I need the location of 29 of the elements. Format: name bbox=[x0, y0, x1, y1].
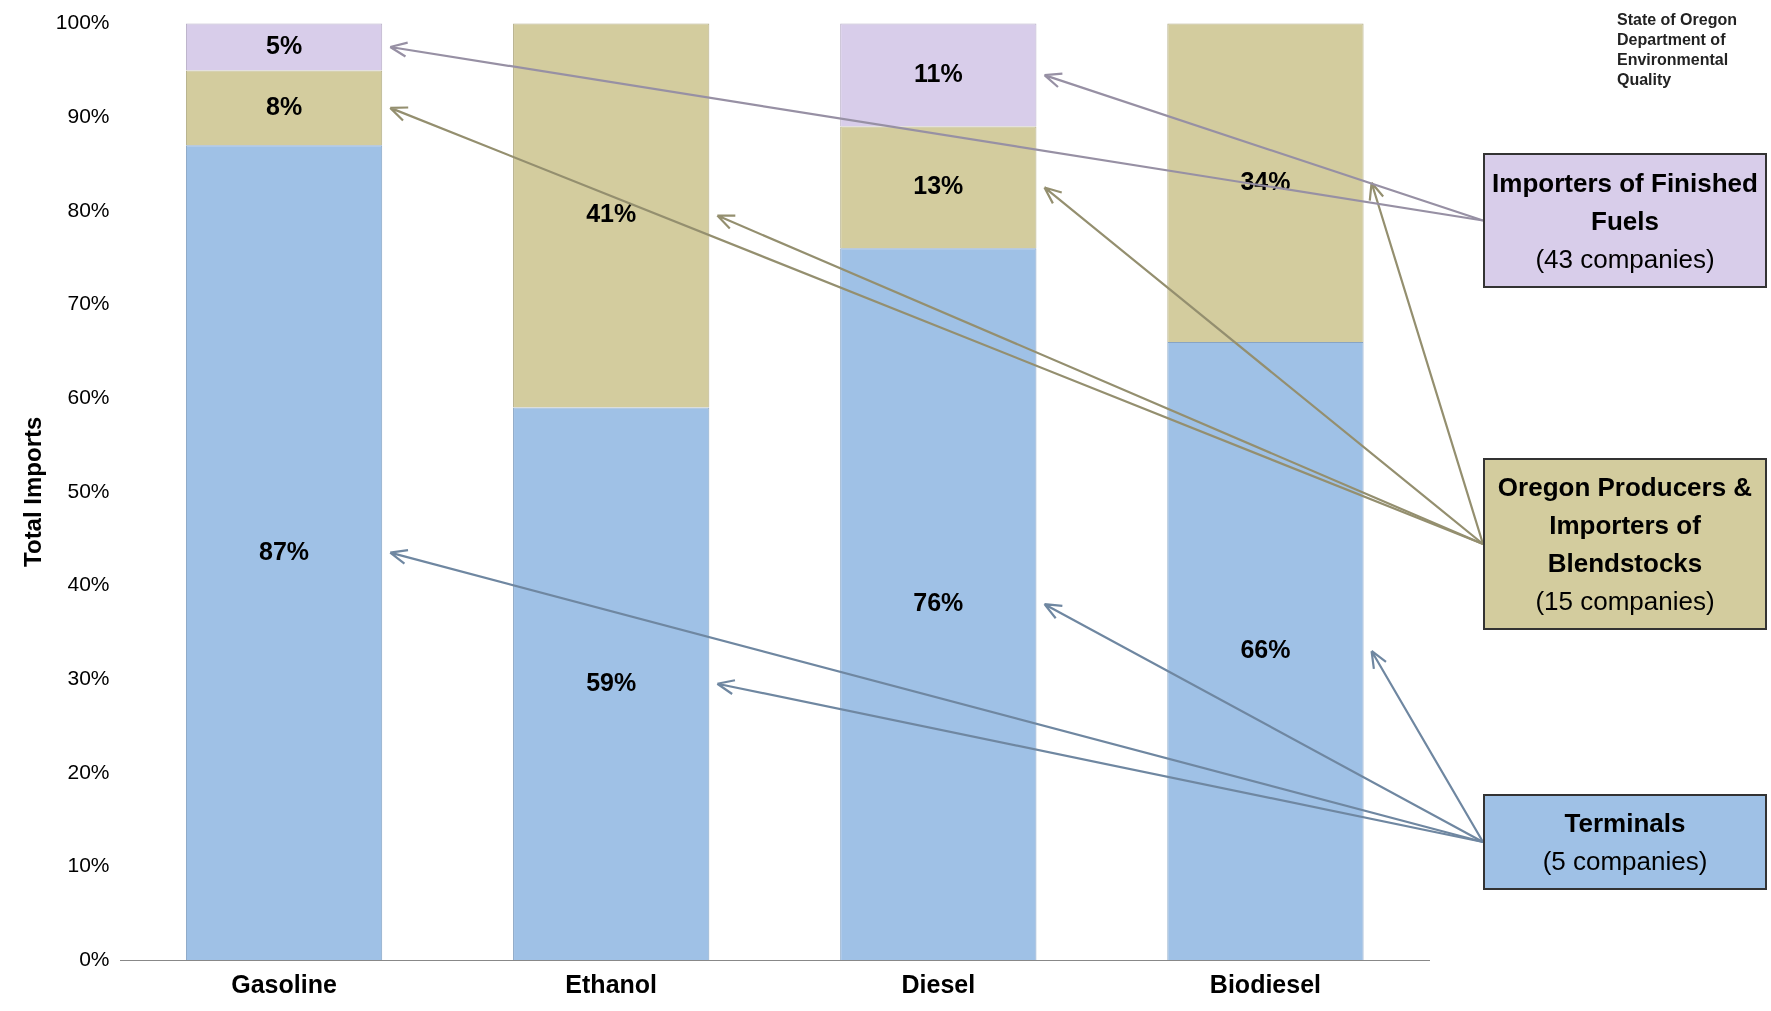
x-tick-label: Ethanol bbox=[565, 969, 658, 998]
data-label: 66% bbox=[1240, 634, 1291, 663]
y-tick-label: 40% bbox=[67, 572, 110, 596]
y-tick-label: 0% bbox=[79, 946, 110, 970]
y-tick-label: 100% bbox=[55, 10, 110, 34]
data-label: 87% bbox=[259, 536, 310, 565]
data-label: 11% bbox=[913, 58, 963, 87]
text: Terminals (5 companies) bbox=[1542, 807, 1708, 878]
y-tick-label: 50% bbox=[67, 478, 110, 502]
data-label: 59% bbox=[586, 667, 637, 696]
x-tick-label: Diesel bbox=[901, 969, 976, 998]
y-tick-label: 70% bbox=[67, 291, 110, 315]
y-tick-label: 80% bbox=[67, 197, 110, 221]
x-tick-label: Biodiesel bbox=[1209, 969, 1322, 998]
x-tick-label: Gasoline bbox=[231, 969, 337, 998]
data-label: 5% bbox=[266, 30, 303, 59]
y-tick-label: 20% bbox=[67, 759, 110, 783]
text: State of Oregon Department of Environmental Quality bbox=[1617, 10, 1738, 90]
data-label: 76% bbox=[913, 588, 964, 617]
y-tick-label: 60% bbox=[67, 384, 110, 408]
y-tick-label: 10% bbox=[67, 853, 110, 877]
y-tick-label: 30% bbox=[67, 665, 110, 689]
y-axis-title: Total Imports bbox=[19, 416, 47, 567]
y-tick-label: 90% bbox=[67, 104, 110, 128]
text: Oregon Producers & Importers of Blendstocks (15 companies) bbox=[1496, 471, 1754, 618]
data-label: 41% bbox=[586, 199, 637, 228]
text: Importers of Finished Fuels (43 companies) bbox=[1491, 166, 1759, 276]
data-label: 13% bbox=[913, 171, 964, 200]
data-label: 8% bbox=[266, 91, 303, 120]
